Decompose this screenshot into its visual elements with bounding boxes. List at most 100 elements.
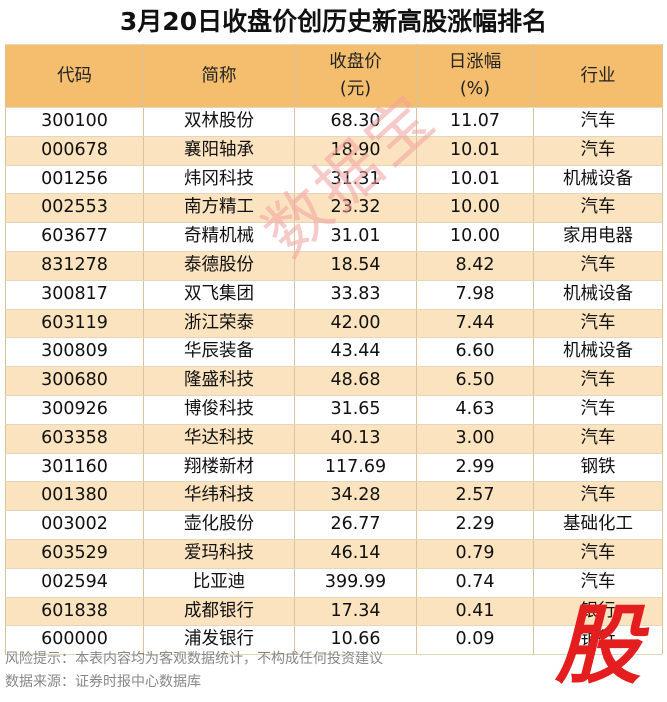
cell-price: 68.30: [294, 107, 417, 137]
cell-change: 10.01: [416, 164, 534, 195]
cell-name: 奇精机械: [143, 222, 295, 252]
table-row: 003002 壶化股份 26.77 2.29 基础化工: [5, 510, 663, 540]
cell-name: 双飞集团: [143, 279, 295, 310]
cell-change: 2.29: [416, 510, 534, 540]
cell-name: 浦发银行: [143, 625, 295, 656]
cell-industry: 机械设备: [533, 337, 663, 368]
table-row: 300100 双林股份 68.30 11.07 汽车: [5, 107, 663, 137]
header-code: 代码: [5, 44, 144, 108]
cell-price: 34.28: [294, 481, 417, 512]
table-row: 001256 炜冈科技 31.31 10.01 机械设备: [5, 164, 663, 195]
cell-code: 603119: [5, 308, 144, 339]
cell-price: 33.83: [294, 279, 417, 310]
cell-industry: 机械设备: [533, 164, 663, 195]
cell-code: 300817: [5, 279, 144, 310]
table-row: 603529 爱玛科技 46.14 0.79 汽车: [5, 538, 663, 569]
table-row: 300817 双飞集团 33.83 7.98 机械设备: [5, 279, 663, 310]
table-row: 601838 成都银行 17.34 0.41 银行: [5, 596, 663, 627]
cell-change: 2.99: [416, 452, 534, 483]
cell-code: 600000: [5, 625, 144, 656]
cell-industry: 银行: [533, 596, 663, 627]
cell-price: 23.32: [294, 193, 417, 224]
cell-change: 0.74: [416, 567, 534, 598]
cell-price: 43.44: [294, 337, 417, 368]
cell-industry: 汽车: [533, 423, 663, 454]
cell-price: 18.90: [294, 135, 417, 166]
cell-industry: 汽车: [533, 135, 663, 166]
cell-code: 002553: [5, 193, 144, 224]
cell-price: 46.14: [294, 538, 417, 569]
stock-ranking-table: 代码 简称 收盘价 (元) 日涨幅 (%) 行业 300100 双林股份 68.30…: [5, 44, 663, 656]
cell-change: 0.41: [416, 596, 534, 627]
cell-code: 300809: [5, 337, 144, 368]
cell-name: 襄阳轴承: [143, 135, 295, 166]
cell-change: 6.60: [416, 337, 534, 368]
risk-disclaimer: 风险提示：本表内容均为客观数据统计，不构成任何投资建议: [5, 651, 383, 667]
cell-industry: 汽车: [533, 538, 663, 569]
table-row: 000678 襄阳轴承 18.90 10.01 汽车: [5, 135, 663, 166]
table-row: 603358 华达科技 40.13 3.00 汽车: [5, 423, 663, 454]
cell-change: 3.00: [416, 423, 534, 454]
cell-industry: 机械设备: [533, 279, 663, 310]
cell-change: 4.63: [416, 394, 534, 425]
table-body: 300100 双林股份 68.30 11.07 汽车 000678 襄阳轴承 18.90 10.…: [5, 107, 663, 656]
cell-price: 40.13: [294, 423, 417, 454]
cell-code: 000678: [5, 135, 144, 166]
data-source: 数据来源：证券时报中心数据库: [5, 674, 201, 690]
cell-industry: 汽车: [533, 308, 663, 339]
table-row: 300680 隆盛科技 48.68 6.50 汽车: [5, 366, 663, 396]
cell-name: 华纬科技: [143, 481, 295, 512]
header-industry: 行业: [533, 44, 663, 108]
cell-price: 31.31: [294, 164, 417, 195]
header-price-label: 收盘价: [329, 52, 382, 72]
cell-name: 爱玛科技: [143, 538, 295, 569]
table-row: 002594 比亚迪 399.99 0.74 汽车: [5, 567, 663, 598]
cell-code: 001380: [5, 481, 144, 512]
cell-name: 博俊科技: [143, 394, 295, 425]
cell-change: 10.01: [416, 135, 534, 166]
cell-code: 300926: [5, 394, 144, 425]
cell-name: 华辰装备: [143, 337, 295, 368]
table-row: 002553 南方精工 23.32 10.00 汽车: [5, 193, 663, 224]
cell-price: 26.77: [294, 510, 417, 540]
cell-industry: 汽车: [533, 567, 663, 598]
table-row: 603119 浙江荣泰 42.00 7.44 汽车: [5, 308, 663, 339]
cell-price: 117.69: [294, 452, 417, 483]
table-row: 603677 奇精机械 31.01 10.00 家用电器: [5, 222, 663, 252]
table-header: 代码 简称 收盘价 (元) 日涨幅 (%) 行业: [5, 44, 663, 108]
cell-change: 11.07: [416, 107, 534, 137]
cell-price: 399.99: [294, 567, 417, 598]
cell-industry: 家用电器: [533, 222, 663, 252]
cell-code: 300100: [5, 107, 144, 137]
cell-code: 001256: [5, 164, 144, 195]
cell-industry: 汽车: [533, 366, 663, 396]
cell-industry: 汽车: [533, 107, 663, 137]
cell-change: 10.00: [416, 193, 534, 224]
cell-name: 翔楼新材: [143, 452, 295, 483]
cell-name: 南方精工: [143, 193, 295, 224]
brand-logo: 股: [555, 596, 641, 696]
footer: 风险提示：本表内容均为客观数据统计，不构成任何投资建议 数据来源：证券时报中心数…: [5, 648, 383, 694]
cell-change: 0.79: [416, 538, 534, 569]
cell-price: 31.01: [294, 222, 417, 252]
cell-name: 双林股份: [143, 107, 295, 137]
cell-price: 42.00: [294, 308, 417, 339]
cell-price: 17.34: [294, 596, 417, 627]
cell-change: 8.42: [416, 250, 534, 281]
cell-name: 炜冈科技: [143, 164, 295, 195]
header-price: 收盘价 (元): [294, 44, 417, 108]
table-row: 301160 翔楼新材 117.69 2.99 钢铁: [5, 452, 663, 483]
cell-industry: 汽车: [533, 193, 663, 224]
table-row: 600000 浦发银行 10.66 0.09 银行: [5, 625, 663, 656]
cell-code: 603677: [5, 222, 144, 252]
cell-code: 603358: [5, 423, 144, 454]
cell-code: 831278: [5, 250, 144, 281]
cell-industry: 汽车: [533, 394, 663, 425]
cell-change: 2.57: [416, 481, 534, 512]
cell-price: 18.54: [294, 250, 417, 281]
cell-name: 泰德股份: [143, 250, 295, 281]
cell-industry: 汽车: [533, 481, 663, 512]
cell-change: 7.98: [416, 279, 534, 310]
cell-name: 壶化股份: [143, 510, 295, 540]
cell-name: 隆盛科技: [143, 366, 295, 396]
